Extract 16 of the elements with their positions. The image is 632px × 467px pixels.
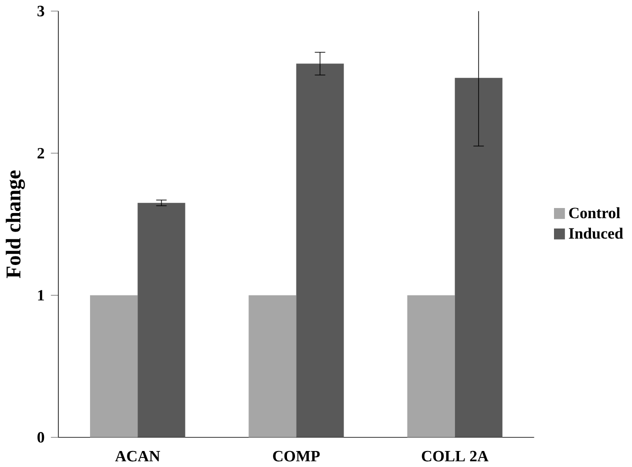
bar <box>454 78 502 438</box>
x-tick-label: ACAN <box>115 450 160 462</box>
y-tick-label: 2 <box>38 148 44 158</box>
bar <box>407 295 455 438</box>
bar <box>248 295 296 438</box>
legend-label: Control <box>569 207 620 218</box>
bar <box>90 295 138 438</box>
x-tick-label: COLL 2A <box>422 450 488 462</box>
legend-label: Induced <box>568 228 624 239</box>
x-tick-label: COMP <box>273 450 320 462</box>
y-tick-label: 3 <box>37 6 44 16</box>
bar <box>296 64 344 438</box>
y-tick-label: 1 <box>38 290 44 300</box>
y-tick-label: 0 <box>37 432 44 443</box>
bar <box>138 202 186 438</box>
y-axis-title: Fold change <box>6 170 25 278</box>
